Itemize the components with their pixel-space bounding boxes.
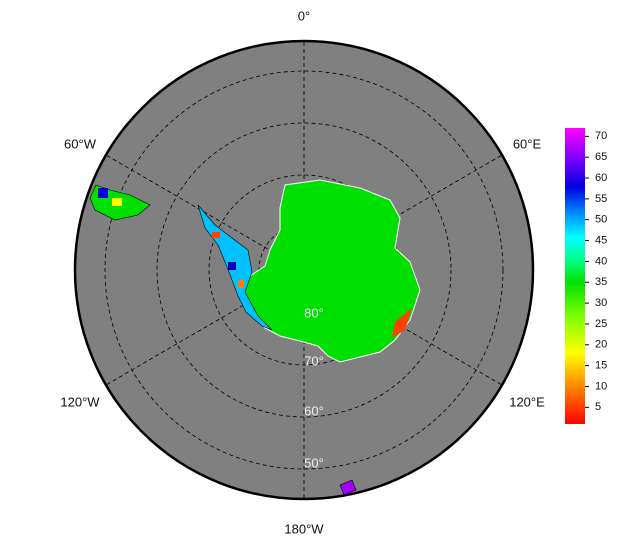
lon-label: 0° xyxy=(298,8,310,23)
lat-label: 70° xyxy=(304,353,324,368)
colorbar-tick-label: 10 xyxy=(595,380,607,392)
colorbar-tick-label: 5 xyxy=(595,401,601,413)
antarctica xyxy=(239,179,421,363)
lat-label: 60° xyxy=(304,403,324,418)
colorbar-tick-label: 35 xyxy=(595,276,607,288)
lat-label: 50° xyxy=(304,455,324,470)
colorbar-tick-label: 45 xyxy=(595,234,607,246)
lat-ring xyxy=(104,70,504,470)
lon-label: 120°E xyxy=(509,394,545,409)
pixel xyxy=(98,188,108,198)
pixel xyxy=(228,262,236,270)
coast-edge xyxy=(392,308,412,338)
colorbar-tick-label: 15 xyxy=(595,360,607,372)
lon-label: 120°W xyxy=(60,394,100,409)
pixel xyxy=(212,232,220,238)
colorbar-tick-label: 50 xyxy=(595,214,607,226)
colorbar-tick-label: 25 xyxy=(595,318,607,330)
colorbar-tick-label: 70 xyxy=(595,130,607,142)
colorbar-tick-label: 40 xyxy=(595,255,607,267)
pixel xyxy=(112,198,122,206)
lat-ring xyxy=(156,122,452,418)
lat-label: 80° xyxy=(304,305,324,320)
colorbar-tick-label: 65 xyxy=(595,151,607,163)
island xyxy=(339,479,357,496)
lon-label: 60°W xyxy=(64,136,97,151)
lon-label: 60°E xyxy=(513,136,542,151)
colorbar-tick-label: 55 xyxy=(595,193,607,205)
colorbar xyxy=(565,128,585,424)
colorbar-tick-label: 60 xyxy=(595,172,607,184)
latitude-labels: 80° 70° 60° 50° xyxy=(304,305,324,470)
pixel xyxy=(238,280,244,288)
colorbar-tick-label: 30 xyxy=(595,297,607,309)
globe xyxy=(73,39,535,501)
colorbar-tick-label: 20 xyxy=(595,339,607,351)
longitude-labels: 0° 60°E 120°E 180°W 120°W 60°W xyxy=(60,8,545,536)
lon-label: 180°W xyxy=(284,521,324,536)
